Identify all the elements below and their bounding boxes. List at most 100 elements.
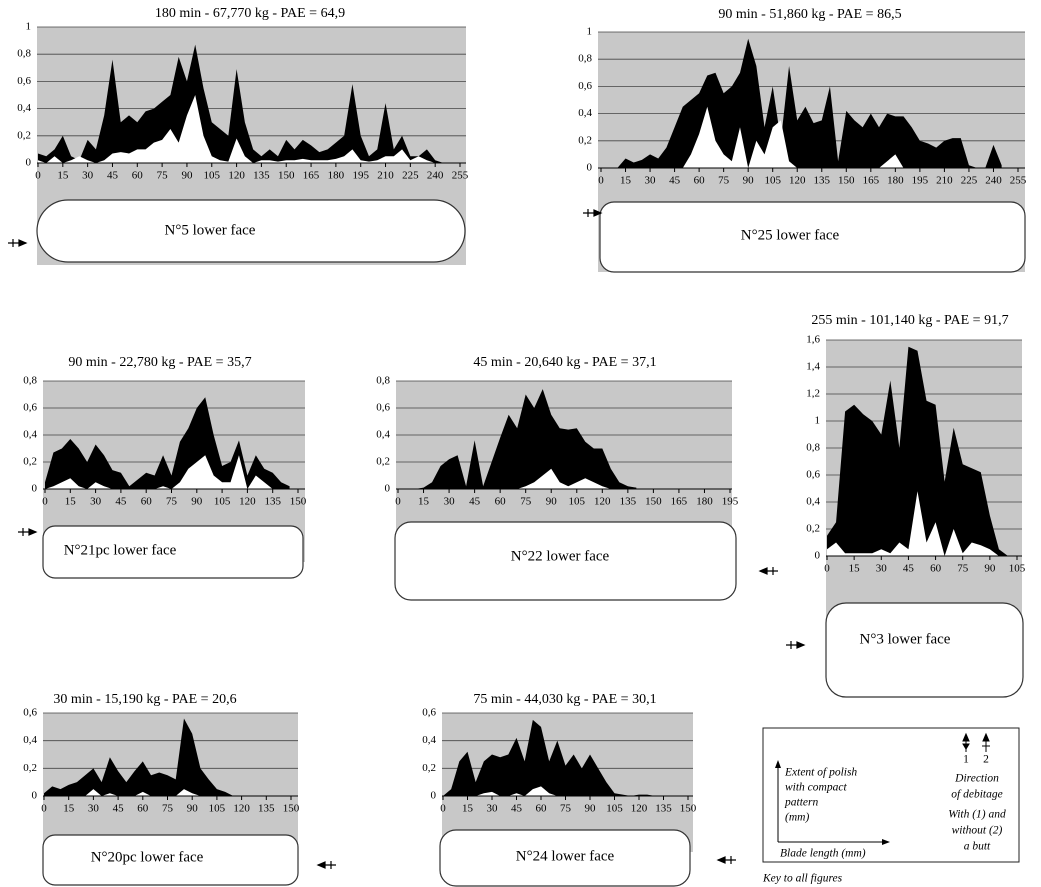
y-tick-label: 0,6 <box>422 707 436 719</box>
x-tick-label: 90 <box>546 496 558 508</box>
x-tick-label: 30 <box>88 803 100 815</box>
x-tick-label: 150 <box>283 803 300 815</box>
y-tick-label: 0,2 <box>17 129 31 141</box>
x-tick-label: 60 <box>694 175 706 187</box>
x-tick-label: 135 <box>655 803 672 815</box>
y-tick-label: 0,8 <box>17 48 31 60</box>
x-tick-label: 225 <box>402 170 419 182</box>
x-tick-label: 75 <box>560 803 572 815</box>
x-tick-label: 165 <box>303 170 320 182</box>
x-tick-label: 105 <box>569 496 586 508</box>
blade-label: N°3 lower face <box>860 631 951 647</box>
y-tick-label: 1 <box>26 21 32 33</box>
y-tick-label: 0,2 <box>422 762 436 774</box>
debitage-arrow <box>8 239 26 247</box>
x-tick-label: 15 <box>65 496 77 508</box>
key-direction: Direction <box>954 773 999 785</box>
x-tick-label: 105 <box>764 175 781 187</box>
x-tick-label: 60 <box>132 170 144 182</box>
x-tick-label: 120 <box>789 175 806 187</box>
x-tick-label: 30 <box>645 175 657 187</box>
x-tick-label: 195 <box>352 170 369 182</box>
x-tick-label: 135 <box>258 803 275 815</box>
y-tick-label: 0,4 <box>578 107 592 119</box>
arrow-head <box>19 240 26 246</box>
key-direction: without (2) <box>952 825 1003 837</box>
chart-title: 255 min - 101,140 kg - PAE = 91,7 <box>811 313 1008 328</box>
x-tick-label: 105 <box>1009 563 1026 575</box>
x-tick-label: 120 <box>233 803 250 815</box>
chart-title: 30 min - 15,190 kg - PAE = 20,6 <box>53 692 236 707</box>
x-tick-label: 75 <box>957 563 969 575</box>
x-tick-label: 30 <box>82 170 94 182</box>
y-tick-label: 0,2 <box>806 523 820 535</box>
debitage-arrow <box>318 861 336 869</box>
chart-title: 75 min - 44,030 kg - PAE = 30,1 <box>473 692 656 707</box>
x-tick-label: 90 <box>191 496 203 508</box>
x-tick-label: 135 <box>620 496 637 508</box>
y-tick-label: 0,4 <box>23 734 37 746</box>
x-tick-label: 0 <box>35 170 41 182</box>
key-caption: Key to all figures <box>762 873 843 885</box>
x-tick-label: 210 <box>936 175 953 187</box>
x-tick-label: 0 <box>598 175 604 187</box>
x-tick-label: 120 <box>594 496 611 508</box>
x-tick-label: 45 <box>107 170 119 182</box>
y-tick-label: 1 <box>587 26 593 38</box>
x-tick-label: 135 <box>253 170 270 182</box>
x-tick-label: 15 <box>63 803 75 815</box>
y-tick-label: 1,6 <box>806 334 820 346</box>
x-tick-label: 240 <box>985 175 1002 187</box>
chart-title: 180 min - 67,770 kg - PAE = 64,9 <box>155 6 345 21</box>
debitage-arrow <box>786 641 804 649</box>
key-y-label: Extent of polish <box>784 767 857 779</box>
x-tick-label: 135 <box>264 496 281 508</box>
x-tick-label: 0 <box>41 803 47 815</box>
y-tick-label: 0,4 <box>422 734 436 746</box>
key-direction: With (1) and <box>948 809 1006 821</box>
key-y-label: with compact <box>785 782 847 794</box>
arrow-head <box>318 862 325 868</box>
x-tick-label: 150 <box>278 170 295 182</box>
x-tick-label: 90 <box>181 170 193 182</box>
x-tick-label: 180 <box>328 170 345 182</box>
x-tick-label: 75 <box>162 803 174 815</box>
debitage-arrow <box>760 567 778 575</box>
key-direction: of debitage <box>951 789 1002 801</box>
x-tick-label: 15 <box>57 170 69 182</box>
x-tick-label: 150 <box>645 496 662 508</box>
x-tick-label: 60 <box>495 496 507 508</box>
x-tick-label: 75 <box>718 175 730 187</box>
key-marker: 2 <box>983 754 989 766</box>
x-tick-label: 45 <box>669 175 681 187</box>
x-tick-label: 0 <box>824 563 830 575</box>
y-tick-label: 0,2 <box>23 456 37 468</box>
x-tick-label: 45 <box>511 803 523 815</box>
chart-title: 45 min - 20,640 kg - PAE = 37,1 <box>473 355 656 370</box>
key-direction: a butt <box>964 841 991 853</box>
x-tick-label: 240 <box>427 170 444 182</box>
x-tick-label: 105 <box>606 803 623 815</box>
y-tick-label: 0 <box>32 790 38 802</box>
debitage-arrow <box>718 856 736 864</box>
key-marker: 1 <box>963 754 969 766</box>
x-tick-label: 150 <box>290 496 307 508</box>
y-tick-label: 0,2 <box>23 762 37 774</box>
chart-title: 90 min - 51,860 kg - PAE = 86,5 <box>718 7 901 22</box>
arrow-head <box>718 857 725 863</box>
x-tick-label: 0 <box>42 496 48 508</box>
y-tick-label: 0,6 <box>23 707 37 719</box>
x-tick-label: 150 <box>680 803 697 815</box>
x-tick-label: 15 <box>418 496 430 508</box>
y-tick-label: 0 <box>26 157 32 169</box>
arrow-head <box>29 529 36 535</box>
x-tick-label: 75 <box>520 496 532 508</box>
y-tick-label: 0,8 <box>806 442 820 454</box>
x-tick-label: 165 <box>863 175 880 187</box>
x-tick-label: 45 <box>469 496 481 508</box>
x-tick-label: 75 <box>166 496 178 508</box>
x-tick-label: 195 <box>722 496 739 508</box>
y-tick-label: 0,2 <box>578 134 592 146</box>
x-tick-label: 45 <box>115 496 127 508</box>
x-tick-label: 60 <box>141 496 153 508</box>
